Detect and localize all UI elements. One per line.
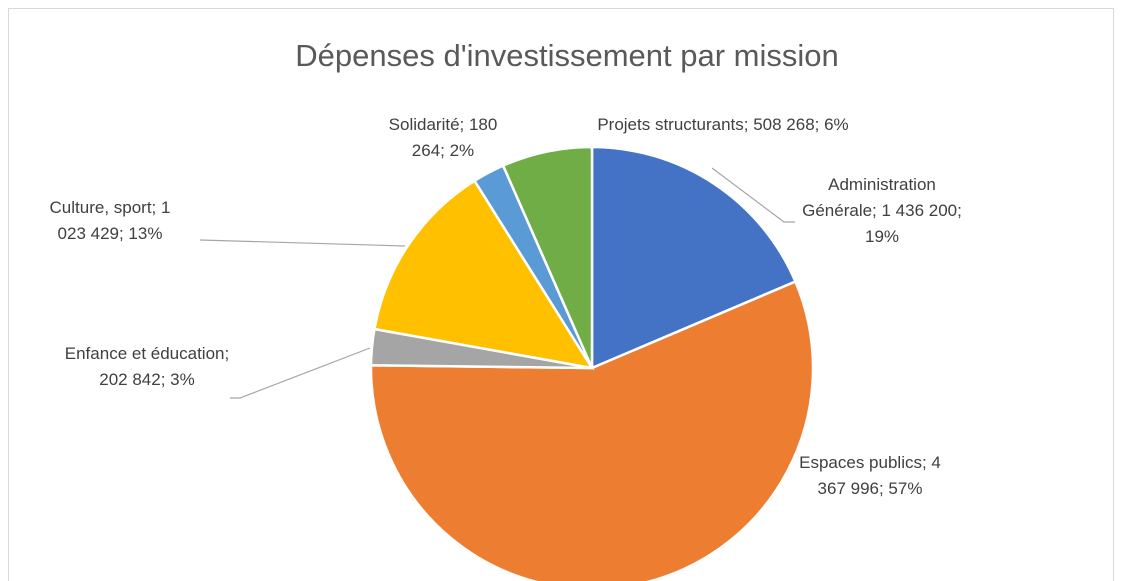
data-label: Enfance et éducation; 202 842; 3% bbox=[64, 344, 230, 389]
leader-line bbox=[711, 167, 795, 223]
pie-slice bbox=[501, 145, 594, 369]
leader-line bbox=[199, 239, 406, 247]
pie bbox=[369, 145, 815, 581]
pie-slice bbox=[369, 279, 815, 581]
pie-slice bbox=[590, 145, 798, 370]
chart-title: Dépenses d'investissement par mission bbox=[295, 38, 839, 73]
data-label: Solidarité; 180 264; 2% bbox=[388, 115, 498, 160]
data-label: Culture, sport; 1 023 429; 13% bbox=[49, 198, 171, 243]
data-label: Espaces publics; 4 367 996; 57% bbox=[799, 453, 941, 498]
pie-slice bbox=[373, 179, 595, 370]
leader-line bbox=[230, 347, 371, 399]
data-label: Administration Générale; 1 436 200; 19% bbox=[802, 175, 962, 246]
leader-lines bbox=[199, 167, 795, 399]
data-label: Projets structurants; 508 268; 6% bbox=[597, 115, 849, 134]
